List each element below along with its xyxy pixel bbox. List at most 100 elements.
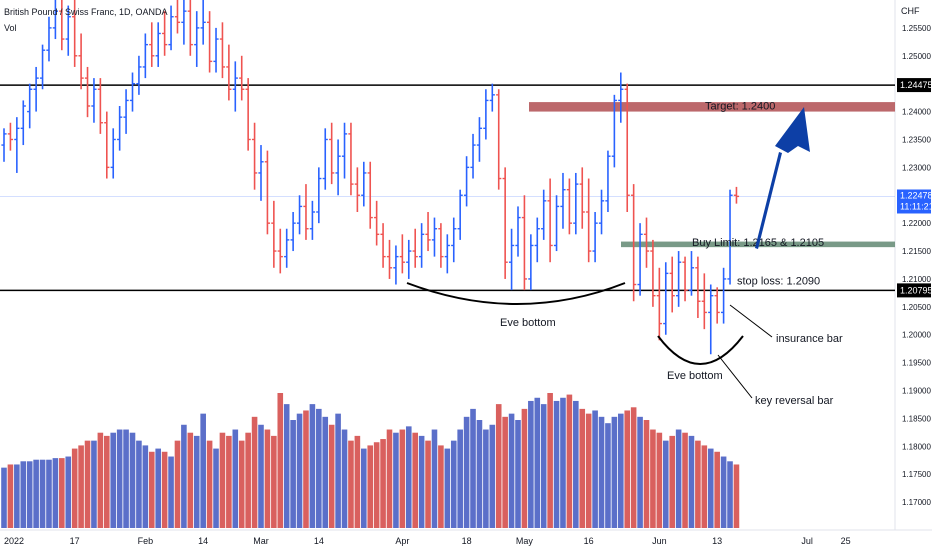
- volume-bar: [707, 448, 714, 528]
- volume-bar: [425, 440, 431, 528]
- volume-bar: [348, 440, 354, 528]
- ohlc-bar: [123, 89, 129, 134]
- time-tick-label: Jul: [801, 536, 813, 546]
- price-tick-label: 1.19000: [902, 387, 931, 396]
- volume-bar: [618, 413, 624, 528]
- ohlc-bar: [592, 212, 598, 263]
- volume-bar: [277, 393, 284, 528]
- ohlc-bar: [521, 195, 528, 291]
- ohlc-bar: [451, 217, 457, 263]
- ohlc-bar: [573, 172, 579, 235]
- ohlc-bar: [162, 11, 168, 56]
- volume-bar: [322, 416, 329, 528]
- symbol-title: British Pound / Swiss Franc, 1D, OANDA: [4, 7, 168, 17]
- ohlc-bar: [457, 189, 463, 240]
- price-tick-label: 1.19500: [902, 359, 931, 368]
- ohlc-bar: [361, 161, 367, 207]
- volume-bar: [508, 413, 515, 528]
- ohlc-bar: [419, 223, 425, 268]
- volume-bar: [181, 424, 187, 528]
- ohlc-bar: [393, 245, 399, 285]
- ohlc-bar: [656, 267, 662, 341]
- volume-bar: [174, 440, 181, 528]
- resistance-price-label: 1.24475: [900, 80, 932, 90]
- price-axis: CHF: [894, 0, 920, 530]
- ohlc-bar: [91, 78, 97, 123]
- stop-loss-label: stop loss: 1.2090: [737, 275, 820, 287]
- ohlc-bar: [309, 200, 315, 240]
- ohlc-bar: [65, 5, 71, 56]
- volume-bar: [238, 440, 245, 528]
- support-price-marker: [897, 283, 931, 298]
- volume-bar: [592, 410, 598, 528]
- ohlc-bar: [284, 228, 290, 268]
- ohlc-bar: [476, 117, 483, 162]
- eve-bottom-label-1: Eve bottom: [500, 317, 556, 329]
- ohlc-bar: [303, 184, 309, 240]
- ohlc-bar: [155, 22, 161, 67]
- ohlc-bar: [399, 234, 405, 274]
- ohlc-bar: [72, 0, 78, 67]
- volume-bar: [598, 416, 605, 528]
- volume-bar: [611, 416, 618, 528]
- volume-bar: [335, 413, 341, 528]
- ohlc-bar: [553, 195, 560, 252]
- time-tick-label: 18: [462, 536, 472, 546]
- target-arrow-head: [775, 107, 810, 153]
- ohlc-bar: [528, 234, 534, 291]
- volume-bar: [219, 432, 226, 528]
- ohlc-bar: [701, 273, 707, 330]
- volume-bar: [26, 461, 33, 528]
- volume-bar: [547, 393, 553, 528]
- time-tick-label: Jun: [652, 536, 667, 546]
- volume-bar: [637, 416, 643, 528]
- ohlc-bar: [290, 212, 296, 252]
- ohlc-bar: [721, 267, 727, 324]
- price-tick-label: 1.21500: [902, 247, 931, 256]
- price-tick-label: 1.20000: [902, 331, 931, 340]
- price-tick-label: 1.17000: [902, 498, 931, 507]
- ohlc-bar: [412, 228, 418, 268]
- ohlc-bar: [367, 161, 373, 229]
- ohlc-bar: [560, 172, 566, 229]
- volume-bar: [91, 440, 97, 528]
- volume-bar: [65, 456, 72, 528]
- volume-bar: [123, 429, 129, 528]
- key-reversal-label: key reversal bar: [755, 395, 834, 407]
- volume-bar: [290, 420, 296, 528]
- volume-bar: [367, 445, 374, 528]
- target-arrow: [755, 152, 782, 249]
- volume-bar: [489, 424, 496, 528]
- ohlc-bar: [52, 0, 58, 40]
- volume-bar: [579, 408, 586, 528]
- volume-bar: [688, 435, 695, 528]
- ohlc-bar: [727, 189, 733, 285]
- ohlc-bar: [676, 251, 682, 307]
- ohlc-bar: [611, 94, 617, 168]
- price-tick-label: 1.18000: [902, 442, 931, 451]
- ohlc-bar: [27, 83, 33, 129]
- volume-bar: [495, 404, 502, 528]
- volume-bar: [714, 451, 720, 528]
- ohlc-bar: [329, 122, 335, 185]
- price-tick-label: 1.23000: [902, 163, 931, 172]
- ohlc-bar: [1, 128, 7, 162]
- volume-bar: [444, 448, 451, 528]
- ohlc-bar: [322, 128, 328, 190]
- volume-bar: [431, 429, 438, 528]
- volume-bar: [733, 464, 740, 528]
- ohlc-bar: [117, 106, 123, 151]
- ohlc-bar: [181, 0, 187, 45]
- price-bars: [1, 0, 740, 355]
- volume-bar: [521, 408, 528, 528]
- ohlc-bar: [296, 195, 303, 235]
- volume-bar: [386, 429, 393, 528]
- ohlc-bar: [33, 66, 39, 112]
- volume-bar: [7, 464, 14, 528]
- volume-bar: [129, 432, 136, 528]
- volume-bar: [264, 429, 271, 528]
- ohlc-bar: [605, 150, 611, 212]
- ohlc-bar: [264, 150, 271, 235]
- volume-bar: [566, 394, 573, 528]
- ohlc-bar: [239, 55, 245, 101]
